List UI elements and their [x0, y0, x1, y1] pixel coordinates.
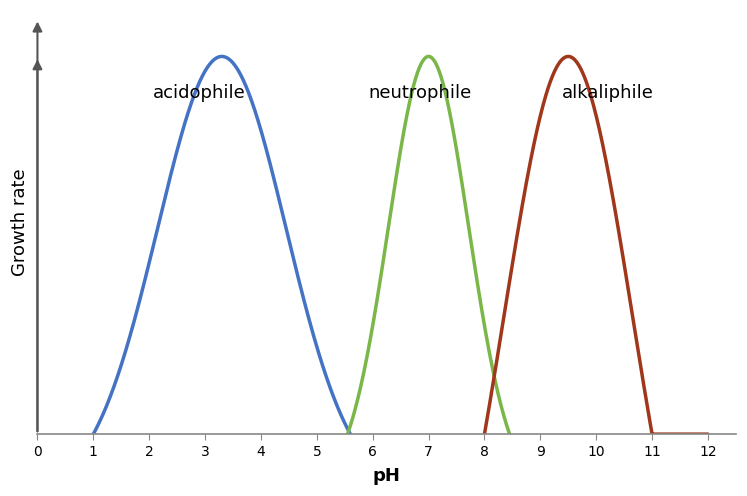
Text: acidophile: acidophile	[153, 84, 246, 102]
X-axis label: pH: pH	[373, 467, 400, 485]
Text: neutrophile: neutrophile	[368, 84, 472, 102]
Text: alkaliphile: alkaliphile	[562, 84, 654, 102]
Y-axis label: Growth rate: Growth rate	[11, 169, 29, 276]
